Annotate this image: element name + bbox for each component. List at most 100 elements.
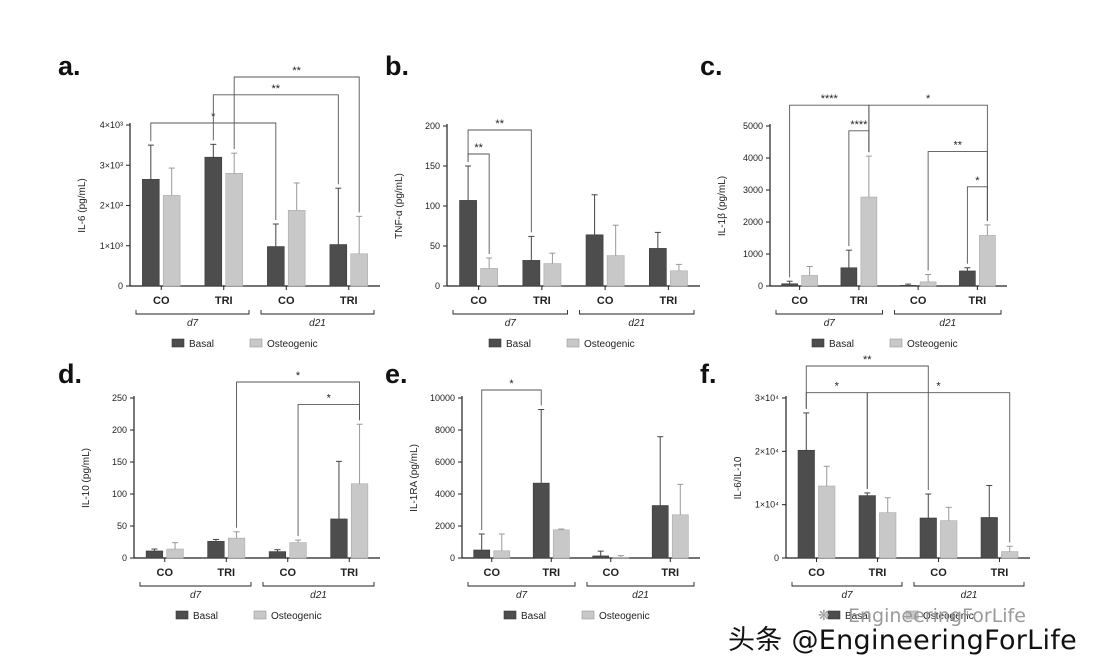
category-label: CO	[280, 567, 297, 579]
y-tick-label: 50	[117, 521, 127, 531]
y-axis-label: IL-1β (pg/mL)	[717, 176, 728, 236]
group-label: d7	[190, 590, 202, 601]
bar-basal-3	[980, 517, 998, 559]
significance-label: *	[296, 370, 301, 382]
legend-label-osteogenic: Osteogenic	[584, 339, 635, 350]
bar-basal-2	[592, 555, 610, 559]
bar-basal-0	[781, 283, 798, 287]
bar-osteogenic-0	[166, 548, 184, 559]
category-label: CO	[278, 295, 295, 307]
bar-osteogenic-1	[543, 263, 562, 287]
panel-a: a. 0 1×10³ 2×10³ 3×10³ 4×10³ IL-6 (pg/mL) CO TRI…	[58, 51, 380, 350]
bar-osteogenic-1	[552, 529, 570, 559]
category-label: CO	[808, 567, 825, 579]
panel-b: b. 0 50 100 150 200 TNF-α (pg/mL) CO TRI CO TRI d7 d…	[385, 51, 700, 350]
bar-osteogenic-3	[670, 270, 688, 287]
legend-label-osteogenic: Osteogenic	[907, 339, 958, 350]
group-label: d7	[841, 590, 853, 601]
bar-basal-1	[532, 482, 550, 559]
y-tick-label: 1000	[743, 249, 763, 259]
significance-label: *	[936, 381, 941, 393]
y-axis-label: IL-6/IL-10	[733, 456, 744, 499]
category-label: CO	[597, 295, 614, 307]
y-axis-label: IL-10 (pg/mL)	[81, 448, 92, 508]
y-tick-label: 0	[758, 281, 763, 291]
significance-bracket	[966, 186, 988, 264]
significance-label: ****	[850, 119, 868, 131]
y-tick-label: 2000	[435, 521, 455, 531]
watermark-faint: EngineeringForLife	[848, 605, 1026, 627]
category-label: TRI	[533, 295, 551, 307]
panel-label-b: b.	[385, 51, 409, 81]
y-tick-label: 1×10⁴	[755, 500, 779, 510]
y-tick-label: 3000	[743, 185, 763, 195]
significance-label: **	[953, 140, 962, 152]
category-label: TRI	[969, 295, 987, 307]
bar-osteogenic-2	[287, 210, 306, 287]
bar-basal-0	[142, 179, 160, 287]
legend-swatch-osteogenic	[566, 338, 580, 348]
y-tick-label: 4000	[743, 153, 763, 163]
legend-label-basal: Basal	[189, 339, 214, 350]
category-label: CO	[153, 295, 170, 307]
category-label: CO	[603, 567, 620, 579]
legend-swatch-basal	[811, 338, 825, 348]
legend-label-osteogenic: Osteogenic	[271, 611, 322, 622]
bar-osteogenic-0	[801, 275, 818, 287]
panel-e: e. 0 2000 4000 6000 8000 10000 IL-1RA (pg/mL) CO…	[385, 359, 700, 622]
legend-swatch-basal	[503, 610, 517, 620]
y-tick-label: 0	[435, 281, 440, 291]
group-bracket	[135, 310, 250, 315]
group-bracket	[579, 310, 695, 315]
y-tick-label: 100	[112, 489, 127, 499]
category-label: TRI	[340, 567, 358, 579]
group-label: d21	[310, 590, 327, 601]
y-tick-label: 4×10³	[100, 120, 123, 130]
bar-osteogenic-1	[225, 173, 243, 287]
y-axis-label: IL-6 (pg/mL)	[77, 178, 88, 232]
category-label: TRI	[660, 295, 678, 307]
bar-basal-3	[329, 244, 348, 287]
group-bracket	[791, 582, 903, 587]
group-label: d21	[939, 318, 956, 329]
legend-swatch-basal	[175, 610, 189, 620]
y-tick-label: 200	[112, 425, 127, 435]
significance-label: ****	[821, 93, 839, 105]
group-bracket	[894, 310, 1002, 315]
legend-label-basal: Basal	[829, 339, 854, 350]
bar-basal-0	[145, 550, 164, 559]
significance-bracket	[236, 381, 361, 528]
y-tick-label: 1×10³	[100, 241, 123, 251]
y-tick-label: 10000	[430, 393, 455, 403]
panel-label-e: e.	[385, 359, 408, 389]
y-tick-label: 4000	[435, 489, 455, 499]
y-tick-label: 200	[425, 121, 440, 131]
significance-bracket	[481, 389, 542, 530]
group-bracket	[586, 582, 695, 587]
y-tick-label: 3×10⁴	[755, 393, 779, 403]
bar-basal-2	[899, 285, 917, 287]
bar-basal-1	[204, 156, 223, 287]
category-label: TRI	[991, 567, 1009, 579]
bar-osteogenic-3	[1001, 551, 1019, 559]
panel-f: f. 0 1×10⁴ 2×10⁴ 3×10⁴ IL-6/IL-10 CO TRI CO TRI d7…	[700, 354, 1030, 622]
y-tick-label: 3×10³	[100, 160, 123, 170]
significance-bracket	[212, 94, 339, 185]
significance-bracket	[467, 129, 532, 233]
y-tick-label: 8000	[435, 425, 455, 435]
bar-osteogenic-3	[350, 483, 369, 559]
bar-basal-2	[267, 246, 285, 287]
y-tick-label: 0	[774, 553, 779, 563]
bar-basal-3	[330, 518, 348, 559]
panel-label-c: c.	[700, 51, 723, 81]
y-tick-label: 100	[425, 201, 440, 211]
y-tick-label: 2×10³	[100, 201, 123, 211]
y-tick-label: 2000	[743, 217, 763, 227]
bar-osteogenic-2	[606, 255, 625, 287]
bar-basal-0	[459, 200, 477, 287]
legend-label-osteogenic: Osteogenic	[923, 611, 974, 622]
watermark-icon: ❋	[818, 607, 830, 623]
group-label: d7	[505, 318, 517, 329]
bar-osteogenic-2	[289, 542, 307, 559]
significance-bracket	[805, 365, 929, 490]
